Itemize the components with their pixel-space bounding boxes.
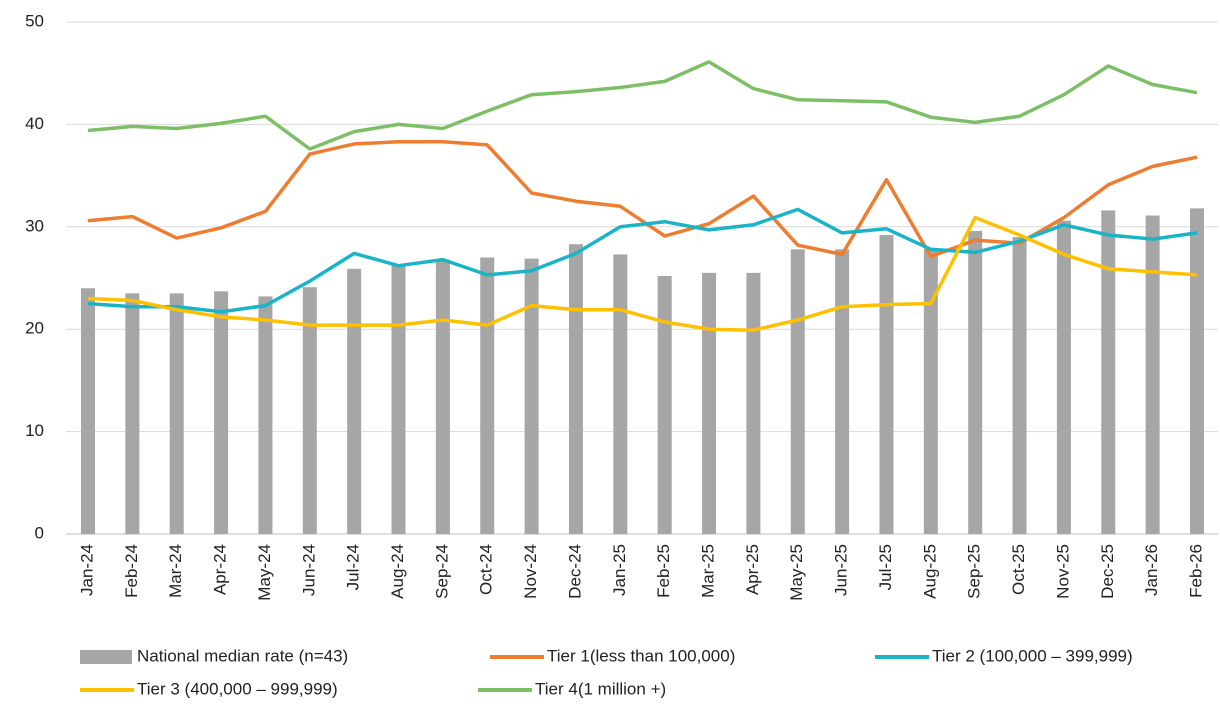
bar — [214, 291, 229, 534]
line — [87, 60, 1198, 151]
x-tick-label: Dec-24 — [565, 544, 584, 599]
x-tick-label: Jun-24 — [299, 544, 318, 596]
x-tick-label: Nov-24 — [521, 544, 540, 599]
x-tick-label: Oct-25 — [1009, 544, 1028, 595]
bar — [1056, 220, 1071, 534]
y-tick-label: 50 — [25, 11, 44, 30]
line — [87, 215, 1198, 332]
x-tick-label: Apr-24 — [211, 544, 230, 595]
x-tick-label: Jun-25 — [832, 544, 851, 596]
bar — [835, 249, 850, 534]
bar — [613, 254, 628, 534]
x-tick-label: Jul-25 — [876, 544, 895, 590]
x-tick-label: Feb-26 — [1186, 544, 1205, 598]
bar — [968, 230, 983, 534]
y-tick-label: 30 — [25, 216, 44, 235]
x-tick-label: Aug-25 — [920, 544, 939, 599]
bar — [1190, 208, 1204, 535]
x-tick-label: May-25 — [787, 544, 806, 601]
x-tick-label: Mar-24 — [166, 544, 185, 598]
x-tick-label: Mar-25 — [699, 544, 718, 598]
bar — [702, 272, 717, 534]
bar — [1012, 237, 1027, 535]
bar — [81, 288, 95, 534]
legend-label: Tier 4(1 million +) — [535, 679, 666, 698]
y-tick-label: 0 — [35, 523, 44, 542]
y-tick-label: 10 — [25, 421, 44, 440]
x-tick-label: Feb-25 — [654, 544, 673, 598]
x-tick-label: Nov-25 — [1053, 544, 1072, 599]
x-tick-label: Apr-25 — [743, 544, 762, 595]
y-tick-label: 40 — [25, 114, 44, 133]
bar — [790, 249, 805, 534]
line — [87, 207, 1198, 314]
legend-label: Tier 1(less than 100,000) — [547, 646, 735, 665]
legend-swatch — [80, 650, 132, 664]
bar — [169, 293, 184, 534]
bar — [568, 244, 583, 534]
bar — [302, 287, 317, 534]
x-tick-label: Oct-24 — [477, 544, 496, 595]
bar — [1145, 215, 1160, 534]
bar — [1101, 210, 1116, 534]
bar — [923, 249, 938, 534]
x-tick-label: Jan-26 — [1142, 544, 1161, 596]
bar — [125, 293, 140, 534]
bar — [258, 296, 273, 534]
legend-label: Tier 2 (100,000 – 399,999) — [932, 646, 1133, 665]
x-tick-label: Dec-25 — [1098, 544, 1117, 599]
y-tick-label: 20 — [25, 319, 44, 338]
x-tick-label: Aug-24 — [388, 544, 407, 599]
x-tick-label: Jan-25 — [610, 544, 629, 596]
bar — [391, 264, 406, 534]
x-tick-label: Feb-24 — [122, 544, 141, 598]
legend-label: Tier 3 (400,000 – 999,999) — [137, 679, 338, 698]
bar — [347, 268, 362, 534]
bar — [435, 259, 450, 534]
x-tick-label: Jul-24 — [344, 544, 363, 590]
x-tick-label: Sep-24 — [432, 544, 451, 599]
bar — [879, 234, 894, 534]
bar — [657, 275, 672, 534]
bar — [746, 272, 761, 534]
x-tick-label: May-24 — [255, 544, 274, 601]
bar — [480, 257, 495, 534]
x-tick-label: Jan-24 — [77, 544, 96, 596]
bar — [524, 258, 539, 534]
x-tick-label: Sep-25 — [965, 544, 984, 599]
legend-label: National median rate (n=43) — [137, 646, 348, 665]
